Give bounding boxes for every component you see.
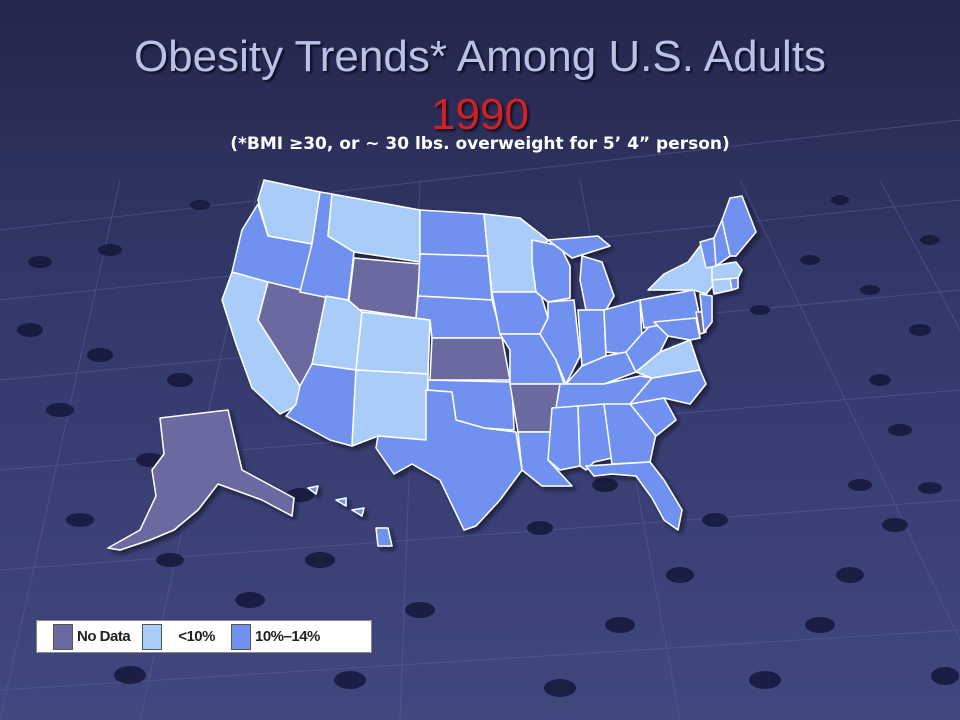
state-texas[interactable] <box>375 389 523 531</box>
legend-item-no-data: No Data <box>53 621 131 652</box>
legend-swatch-no-data <box>53 623 73 650</box>
year-label: 1990 <box>431 90 529 139</box>
state-maine[interactable] <box>721 195 757 257</box>
state-alaska[interactable] <box>107 409 295 551</box>
state-iowa[interactable] <box>491 291 549 335</box>
state-north-dakota[interactable] <box>419 209 489 257</box>
legend-label-no-data: No Data <box>77 628 131 645</box>
state-new-mexico[interactable] <box>351 369 429 447</box>
legend-label-10to14: 10%–14% <box>254 628 320 645</box>
state-colorado[interactable] <box>355 311 431 375</box>
state-mississippi[interactable] <box>547 405 581 471</box>
state-illinois[interactable] <box>539 299 581 385</box>
state-kansas[interactable] <box>429 337 511 381</box>
state-hawaii[interactable] <box>307 485 393 547</box>
legend-item-10to14: 10%–14% <box>230 621 320 652</box>
state-montana[interactable] <box>327 193 421 263</box>
legend: No Data <10% 10%–14% <box>36 620 372 653</box>
legend-swatch-under10 <box>142 623 163 650</box>
state-south-dakota[interactable] <box>417 253 493 301</box>
legend-item-under10: <10% <box>142 621 215 652</box>
state-massachusetts[interactable] <box>711 261 743 281</box>
state-florida[interactable] <box>585 461 683 531</box>
state-new-jersey[interactable] <box>699 293 713 333</box>
legend-swatch-10to14 <box>230 623 251 650</box>
state-maryland[interactable] <box>653 317 701 341</box>
subtitle: (*BMI ≥30, or ~ 30 lbs. overweight for 5… <box>230 134 730 154</box>
state-rhode-island[interactable] <box>729 277 739 291</box>
legend-label-under10: <10% <box>178 628 215 645</box>
page-title: Obesity Trends* Among U.S. Adults <box>133 32 827 81</box>
